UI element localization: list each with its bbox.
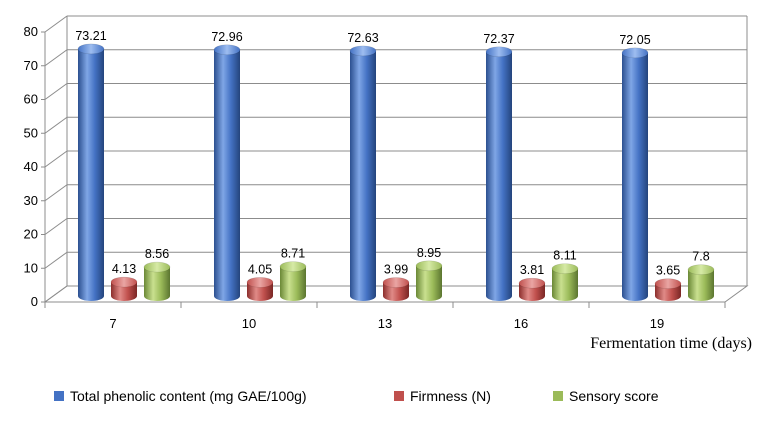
bar-2-2 — [415, 260, 443, 301]
data-label: 3.99 — [384, 263, 408, 277]
bar-cap — [551, 263, 579, 274]
data-label: 4.13 — [112, 262, 136, 276]
bar-0-2 — [349, 45, 377, 301]
data-label: 8.56 — [145, 247, 169, 261]
legend: Total phenolic content (mg GAE/100g) Fir… — [0, 388, 768, 412]
y-tick-label: 60 — [24, 92, 38, 107]
legend-swatch-sensory — [553, 391, 563, 401]
bar-cap — [687, 264, 715, 275]
bar-cap — [485, 46, 513, 58]
bar-cap — [382, 277, 410, 288]
bar-body — [111, 282, 137, 301]
floor — [43, 285, 749, 303]
gridline-side — [44, 83, 68, 100]
data-label: 7.8 — [692, 250, 709, 264]
legend-swatch-firmness — [394, 391, 404, 401]
legend-item-firmness: Firmness (N) — [394, 388, 491, 404]
bar-cap — [143, 261, 171, 273]
gridline-side — [44, 15, 68, 33]
gridline-side — [44, 184, 68, 202]
bar-1-4 — [654, 278, 682, 301]
bar-cap — [213, 44, 241, 56]
y-tick-label: 40 — [24, 159, 38, 174]
legend-item-sensory: Sensory score — [553, 388, 658, 404]
x-axis-title: Fermentation time (days) — [590, 335, 752, 352]
x-tick-label: 16 — [514, 316, 528, 331]
bar-body — [383, 282, 409, 301]
bar-0-1 — [213, 44, 241, 302]
bar-cap — [654, 278, 682, 289]
gridline-side — [44, 251, 68, 269]
bar-0-0 — [77, 43, 105, 302]
bar-body — [486, 51, 512, 301]
data-label: 72.37 — [483, 32, 514, 46]
x-tick-label: 10 — [242, 316, 256, 331]
bar-2-4 — [687, 264, 715, 301]
bar-cap — [279, 261, 307, 272]
bar-2-1 — [279, 261, 307, 301]
data-label: 72.96 — [211, 30, 242, 44]
data-label: 8.95 — [417, 246, 441, 260]
bar-body — [519, 283, 545, 301]
legend-label-firmness: Firmness (N) — [410, 388, 491, 404]
bar-body — [416, 265, 442, 301]
bar-body — [247, 282, 273, 301]
gridline-side — [44, 116, 68, 134]
x-tick-label: 19 — [650, 316, 664, 331]
bar-body — [214, 49, 240, 302]
gridline-side — [44, 218, 68, 235]
bar-cap — [77, 43, 105, 55]
bar-cap — [110, 276, 138, 288]
data-label: 3.65 — [656, 264, 680, 278]
legend-item-total-phenolic: Total phenolic content (mg GAE/100g) — [54, 388, 307, 404]
y-tick-label: 10 — [24, 260, 38, 275]
bar-cap — [518, 277, 546, 289]
data-label: 4.05 — [248, 262, 272, 276]
bar-1-0 — [110, 276, 138, 301]
gridline-side — [44, 49, 68, 67]
legend-swatch-total-phenolic — [54, 391, 64, 401]
data-label: 8.11 — [553, 249, 576, 263]
bar-0-3 — [485, 46, 513, 301]
bar-1-3 — [518, 277, 546, 301]
x-tick-label: 7 — [109, 316, 116, 331]
data-label: 8.71 — [281, 247, 305, 261]
bar-body — [280, 266, 306, 301]
legend-label-total-phenolic: Total phenolic content (mg GAE/100g) — [70, 388, 307, 404]
gridline-side — [44, 150, 68, 168]
y-tick-label: 30 — [24, 193, 38, 208]
bar-body — [350, 50, 376, 301]
bar-body — [144, 267, 170, 301]
y-tick-label: 0 — [31, 294, 38, 309]
bar-2-0 — [143, 261, 171, 301]
y-tick-label: 20 — [24, 227, 38, 242]
bar-cap — [349, 45, 377, 57]
data-label: 3.81 — [520, 263, 544, 277]
bar-body — [78, 48, 104, 302]
data-label: 72.63 — [347, 31, 378, 45]
bar-1-2 — [382, 277, 410, 301]
bar-cap — [415, 260, 443, 272]
bar-1-1 — [246, 277, 274, 301]
bar-body — [622, 52, 648, 301]
data-label: 72.05 — [619, 33, 650, 47]
y-tick-label: 50 — [24, 125, 38, 140]
data-label: 73.21 — [75, 29, 106, 43]
bar-0-4 — [621, 47, 649, 301]
bar-body — [688, 269, 714, 301]
bar-2-3 — [551, 263, 579, 301]
bar-cap — [246, 277, 274, 288]
bar-body — [552, 268, 578, 301]
x-tick-label: 13 — [378, 316, 392, 331]
y-tick-label: 70 — [24, 58, 38, 73]
bar-cap — [621, 47, 649, 59]
y-tick-label: 80 — [24, 24, 38, 39]
legend-label-sensory: Sensory score — [569, 388, 659, 404]
